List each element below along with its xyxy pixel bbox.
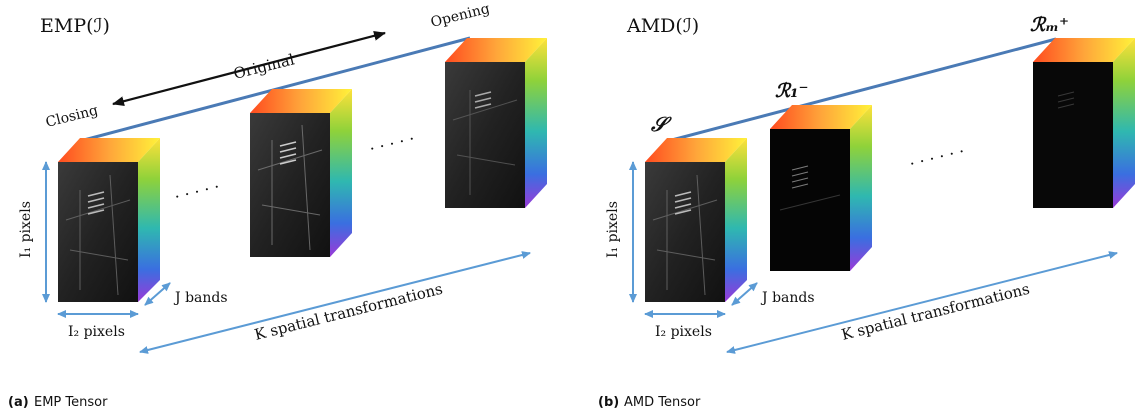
ellipsis-b: . . . . . . [906, 137, 965, 169]
cube-top-line-b [667, 37, 1057, 143]
cols-label: I₂ pixels [68, 324, 125, 340]
opening-label: Opening [429, 1, 491, 31]
ellipsis-2: . . . . . [366, 124, 415, 154]
bands-label: J bands [173, 290, 228, 306]
tensor-cube-r1 [770, 105, 872, 271]
original-label: Original [232, 50, 297, 83]
tensor-cube-opening [445, 38, 547, 208]
caption-a-text: EMP Tensor [34, 395, 108, 410]
ellipsis-1: . . . . . [171, 172, 220, 202]
panel-b-title: AMD(ℐ) [626, 15, 699, 37]
tensor-cube-original [250, 89, 352, 257]
rows-label: I₁ pixels [18, 201, 34, 258]
rows-label-b: I₁ pixels [605, 201, 621, 258]
panel-a-title: EMP(ℐ) [40, 15, 110, 37]
caption-a-tag: (a) [8, 395, 29, 410]
tensor-cube-rm [1033, 38, 1135, 208]
tensor-cube-closing [58, 138, 160, 302]
transforms-label: K spatial transformations [253, 280, 445, 344]
closing-opening-arrow [112, 30, 386, 107]
tensor-cube-s [645, 138, 747, 302]
label-r1-minus: ℛ₁⁻ [775, 80, 809, 102]
closing-label: Closing [44, 102, 100, 130]
transforms-arrow [139, 251, 531, 354]
transforms-arrow-b [726, 251, 1118, 354]
caption-b-text: AMD Tensor [624, 395, 701, 410]
bands-label-b: J bands [760, 290, 815, 306]
cols-label-b: I₂ pixels [655, 324, 712, 340]
caption-b-tag: (b) [598, 395, 619, 410]
label-rm-plus: ℛₘ⁺ [1030, 14, 1069, 36]
panel-b: AMD(ℐ) 𝒮 ℛ₁⁻ ℛₘ⁺ [598, 14, 1135, 410]
transforms-label-b: K spatial transformations [840, 280, 1032, 344]
label-s: 𝒮 [650, 112, 672, 136]
panel-a: EMP(ℐ) Closing Original Opening [8, 1, 547, 410]
